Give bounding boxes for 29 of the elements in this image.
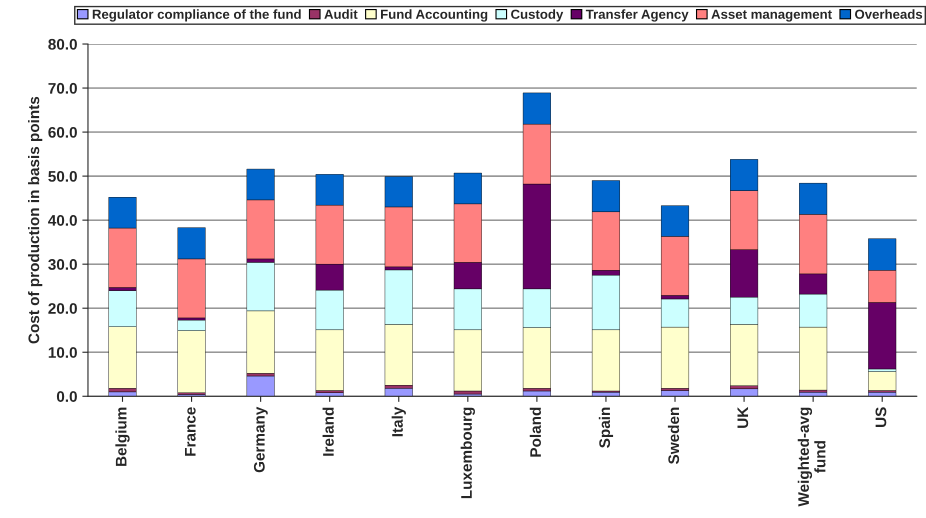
x-tick-label: US <box>875 407 886 427</box>
x-tick-label: Weighted-avg fund <box>798 408 826 507</box>
y-tick-label: 50.0 <box>48 170 77 182</box>
y-tick-label: 60.0 <box>48 126 77 138</box>
legend-label: Asset management <box>711 10 832 22</box>
x-tick-label: Belgium <box>115 408 130 466</box>
y-tick-label: 80.0 <box>48 38 77 50</box>
legend-label: Fund Accounting <box>381 9 488 22</box>
x-tick-label: Germany <box>254 406 268 472</box>
x-tick-label: Spain <box>598 408 614 448</box>
y-tick-label: 0.0 <box>56 391 77 402</box>
x-tick-label: Poland <box>530 408 541 457</box>
y-tick-label: 10.0 <box>48 347 77 358</box>
x-tick-label: Italy <box>392 406 406 436</box>
legend-label: Custody <box>511 9 564 22</box>
x-tick-label: France <box>185 407 196 456</box>
x-tick-label: UK <box>738 406 748 428</box>
x-tick-label: Luxembourg <box>460 408 475 498</box>
legend-label: Regulator compliance of the fund <box>92 9 301 22</box>
y-tick-label: 30.0 <box>48 259 77 270</box>
y-tick-label: 70.0 <box>48 82 77 94</box>
x-tick-label: Sweden <box>668 408 680 464</box>
legend-label: Audit <box>324 9 358 19</box>
y-axis-title: Cost of production in basis points <box>28 96 42 344</box>
y-tick-label: 20.0 <box>48 303 77 314</box>
x-tick-label: Ireland <box>322 408 334 456</box>
legend-label: Transfer Agency <box>586 9 689 22</box>
legend-label: Overheads <box>855 9 922 19</box>
y-tick-label: 40.0 <box>48 215 77 226</box>
